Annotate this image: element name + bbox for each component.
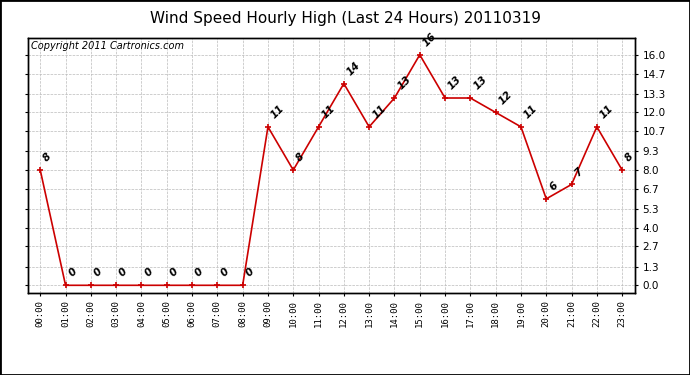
Text: 7: 7 bbox=[573, 166, 585, 178]
Text: 0: 0 bbox=[193, 267, 206, 279]
Text: 11: 11 bbox=[269, 103, 286, 120]
Text: 0: 0 bbox=[244, 267, 256, 279]
Text: 11: 11 bbox=[522, 103, 540, 120]
Text: 0: 0 bbox=[219, 267, 231, 279]
Text: 11: 11 bbox=[320, 103, 337, 120]
Text: 11: 11 bbox=[371, 103, 388, 120]
Text: 0: 0 bbox=[168, 267, 180, 279]
Text: 8: 8 bbox=[41, 152, 54, 164]
Text: 8: 8 bbox=[624, 152, 635, 164]
Text: 12: 12 bbox=[497, 88, 514, 106]
Text: 13: 13 bbox=[446, 74, 464, 92]
Text: 0: 0 bbox=[92, 267, 104, 279]
Text: 0: 0 bbox=[117, 267, 130, 279]
Text: 16: 16 bbox=[421, 31, 438, 48]
Text: 0: 0 bbox=[143, 267, 155, 279]
Text: 8: 8 bbox=[295, 152, 307, 164]
Text: 13: 13 bbox=[472, 74, 489, 92]
Text: 6: 6 bbox=[548, 180, 560, 192]
Text: 13: 13 bbox=[396, 74, 413, 92]
Text: 0: 0 bbox=[67, 267, 79, 279]
Text: 14: 14 bbox=[345, 60, 362, 77]
Text: 11: 11 bbox=[598, 103, 615, 120]
Text: Wind Speed Hourly High (Last 24 Hours) 20110319: Wind Speed Hourly High (Last 24 Hours) 2… bbox=[150, 11, 540, 26]
Text: Copyright 2011 Cartronics.com: Copyright 2011 Cartronics.com bbox=[30, 41, 184, 51]
